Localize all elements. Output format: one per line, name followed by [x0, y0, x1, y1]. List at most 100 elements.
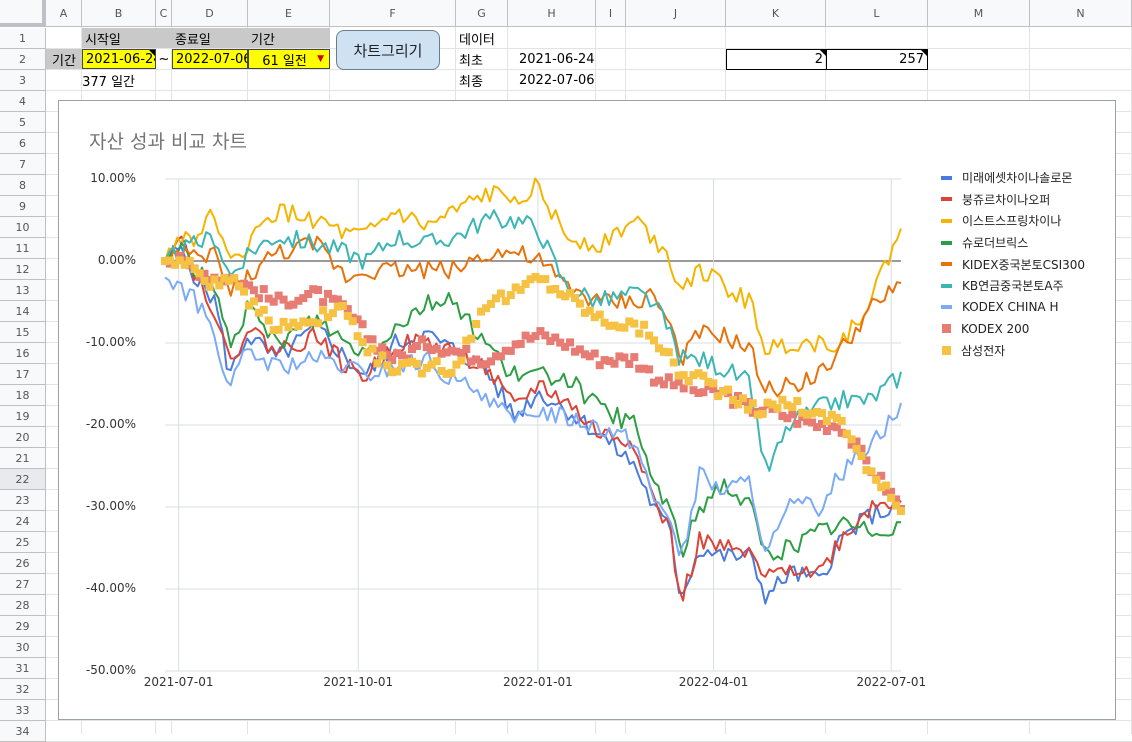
- row-header-26[interactable]: 26: [0, 553, 46, 574]
- row-header-23[interactable]: 23: [0, 490, 46, 511]
- row-header-34[interactable]: 34: [0, 721, 46, 742]
- series-line-0: [164, 244, 902, 605]
- column-header-c[interactable]: C: [156, 0, 172, 27]
- column-header-e[interactable]: E: [248, 0, 330, 27]
- cell-d2-end-date[interactable]: 2022-07-06: [172, 49, 248, 69]
- draw-chart-button[interactable]: 차트그리기: [336, 30, 440, 70]
- cell-g2[interactable]: 최초: [459, 53, 483, 69]
- series-point-8: [832, 414, 841, 422]
- row-header-33[interactable]: 33: [0, 700, 46, 721]
- row-header-3[interactable]: 3: [0, 70, 46, 91]
- row-header-17[interactable]: 17: [0, 364, 46, 385]
- series-point-8: [669, 358, 678, 367]
- row-header-16[interactable]: 16: [0, 343, 46, 364]
- row-header-18[interactable]: 18: [0, 385, 46, 406]
- row-header-31[interactable]: 31: [0, 658, 46, 679]
- cell-a2[interactable]: 기간: [46, 49, 82, 69]
- series-point-7: [704, 382, 713, 391]
- series-point-8: [383, 361, 392, 370]
- legend-item[interactable]: KIDEX중국본토CSI300: [941, 253, 1085, 275]
- row-header-21[interactable]: 21: [0, 448, 46, 469]
- column-header-h[interactable]: H: [508, 0, 596, 27]
- series-point-8: [798, 408, 807, 417]
- performance-chart[interactable]: 자산 성과 비교 차트 10.00% 0.00% -10.00% -20.00% -30…: [58, 100, 1116, 720]
- column-header-i[interactable]: I: [596, 0, 626, 27]
- cell-h2[interactable]: 2021-06-24: [519, 51, 595, 67]
- series-point-8: [472, 320, 481, 328]
- cell-e2-period-dropdown[interactable]: 61 일전 ▼: [248, 49, 330, 69]
- row-header-14[interactable]: 14: [0, 301, 46, 322]
- row-header-11[interactable]: 11: [0, 238, 46, 259]
- cell-d1[interactable]: 종료일: [172, 28, 248, 48]
- row-header-8[interactable]: 8: [0, 175, 46, 196]
- row-header-19[interactable]: 19: [0, 406, 46, 427]
- series-point-7: [240, 279, 248, 288]
- legend-item[interactable]: KB연금중국본토A주: [941, 275, 1085, 297]
- legend-item[interactable]: KODEX 200: [941, 318, 1085, 340]
- column-header-a[interactable]: A: [46, 0, 82, 27]
- row-header-32[interactable]: 32: [0, 679, 46, 700]
- cell-h3[interactable]: 2022-07-06: [519, 72, 595, 88]
- series-point-8: [788, 403, 797, 411]
- series-point-7: [447, 346, 456, 355]
- column-header-b[interactable]: B: [82, 0, 156, 27]
- series-point-7: [412, 342, 421, 350]
- cell-k2[interactable]: 2: [726, 49, 827, 70]
- series-point-7: [284, 301, 293, 310]
- cell-b3[interactable]: 377 일간: [82, 74, 135, 90]
- series-point-8: [575, 299, 584, 308]
- legend-item[interactable]: KODEX CHINA H: [941, 297, 1085, 319]
- dropdown-arrow-icon[interactable]: ▼: [317, 54, 324, 64]
- legend-item[interactable]: 삼성전자: [941, 340, 1085, 362]
- column-header-d[interactable]: D: [172, 0, 248, 27]
- cell-g1[interactable]: 데이터: [459, 32, 495, 48]
- row-header-9[interactable]: 9: [0, 196, 46, 217]
- row-header-5[interactable]: 5: [0, 112, 46, 133]
- row-header-24[interactable]: 24: [0, 511, 46, 532]
- series-point-8: [813, 408, 821, 416]
- series-point-8: [822, 417, 831, 425]
- row-header-28[interactable]: 28: [0, 595, 46, 616]
- cell-c2[interactable]: ~: [158, 51, 170, 67]
- column-header-l[interactable]: L: [826, 0, 928, 27]
- column-header-n[interactable]: N: [1030, 0, 1132, 27]
- row-header-4[interactable]: 4: [0, 91, 46, 112]
- row-header-6[interactable]: 6: [0, 133, 46, 154]
- legend-item[interactable]: 슈로더브릭스: [941, 232, 1085, 254]
- row-header-13[interactable]: 13: [0, 280, 46, 301]
- row-header-12[interactable]: 12: [0, 259, 46, 280]
- cell-b1[interactable]: 시작일: [82, 28, 172, 48]
- column-header-k[interactable]: K: [726, 0, 826, 27]
- legend-item[interactable]: 이스트스프링차이나: [941, 210, 1085, 232]
- row-header-1[interactable]: 1: [0, 28, 46, 49]
- series-point-7: [442, 348, 451, 357]
- period-value: 61 일전: [262, 53, 307, 69]
- column-header-j[interactable]: J: [626, 0, 726, 27]
- row-header-22[interactable]: 22: [0, 469, 46, 490]
- cell-c1[interactable]: [156, 28, 172, 48]
- legend-label: 미래에셋차이나솔로몬: [962, 171, 1073, 186]
- row-header-10[interactable]: 10: [0, 217, 46, 238]
- select-all-corner[interactable]: [0, 0, 46, 27]
- column-header-g[interactable]: G: [456, 0, 508, 27]
- legend-label: 슈로더브릭스: [962, 236, 1029, 251]
- row-header-29[interactable]: 29: [0, 616, 46, 637]
- column-header-m[interactable]: M: [928, 0, 1030, 27]
- legend-item[interactable]: 미래에셋차이나솔로몬: [941, 167, 1085, 189]
- row-header-7[interactable]: 7: [0, 154, 46, 175]
- row-header-25[interactable]: 25: [0, 532, 46, 553]
- cell-l2[interactable]: 257: [826, 49, 928, 70]
- cell-b2-start-date[interactable]: 2021-06-24: [82, 49, 156, 69]
- row-header-27[interactable]: 27: [0, 574, 46, 595]
- legend-item[interactable]: 붕쥬르차이나오퍼: [941, 189, 1085, 211]
- row-header-2[interactable]: 2: [0, 49, 46, 70]
- column-header-f[interactable]: F: [330, 0, 456, 27]
- cell-g3[interactable]: 최종: [459, 74, 483, 90]
- row-header-20[interactable]: 20: [0, 427, 46, 448]
- series-point-7: [408, 345, 416, 353]
- series-point-8: [709, 379, 718, 388]
- cell-e1[interactable]: 기간: [248, 28, 330, 48]
- row-header-30[interactable]: 30: [0, 637, 46, 658]
- row-header-15[interactable]: 15: [0, 322, 46, 343]
- series-point-7: [511, 340, 520, 349]
